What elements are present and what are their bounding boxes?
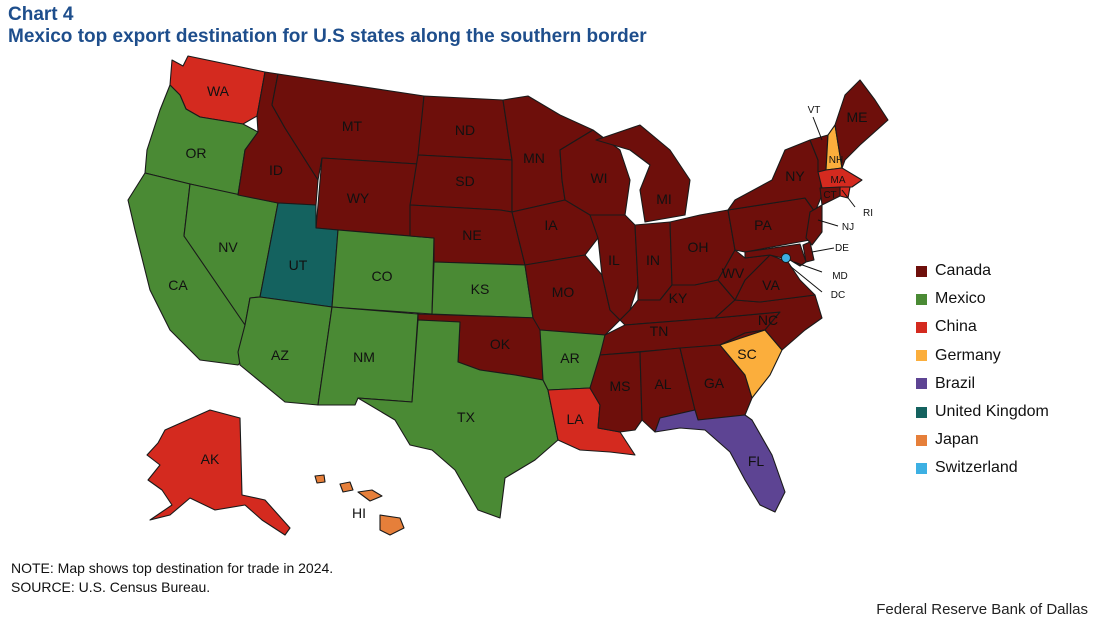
label-dc: DC: [831, 290, 845, 301]
legend-label: United Kingdom: [935, 403, 1049, 421]
label-wy: WY: [347, 190, 370, 206]
legend-item-mexico: Mexico: [916, 285, 1049, 313]
label-ca: CA: [168, 277, 188, 293]
label-in: IN: [646, 252, 660, 268]
state-fl: [654, 409, 786, 513]
label-mi: MI: [656, 191, 672, 207]
legend-swatch: [916, 321, 927, 333]
label-wa: WA: [207, 83, 230, 99]
legend-swatch: [916, 350, 927, 362]
label-vt: VT: [808, 105, 821, 116]
state-tx: [357, 319, 559, 519]
state-nj: [805, 204, 823, 246]
label-nm: NM: [353, 349, 375, 365]
state-ny: [727, 139, 823, 213]
label-md: MD: [832, 271, 848, 282]
legend-item-japan: Japan: [916, 426, 1049, 454]
legend-label: Germany: [935, 346, 1001, 364]
label-nh: NH: [829, 155, 843, 166]
label-ny: NY: [785, 168, 805, 184]
label-mt: MT: [342, 118, 363, 134]
legend-swatch: [916, 406, 927, 418]
label-ms: MS: [610, 378, 631, 394]
state-hi-maui: [357, 489, 383, 502]
legend-swatch: [916, 462, 927, 474]
legend-swatch: [916, 293, 927, 305]
legend-item-canada: Canada: [916, 257, 1049, 285]
label-fl: FL: [748, 453, 765, 469]
state-de: [802, 241, 815, 263]
legend-item-united-kingdom: United Kingdom: [916, 398, 1049, 426]
label-nd: ND: [455, 122, 475, 138]
state-ri: [839, 186, 851, 199]
legend-label: Mexico: [935, 290, 986, 308]
state-ct: [819, 186, 841, 206]
label-wi: WI: [590, 170, 607, 186]
state-hi: [379, 514, 405, 536]
label-or: OR: [186, 145, 207, 161]
legend-item-brazil: Brazil: [916, 370, 1049, 398]
callout-leaders: [789, 116, 856, 293]
label-tx: TX: [457, 409, 476, 425]
label-ok: OK: [490, 336, 511, 352]
label-pa: PA: [754, 217, 772, 233]
state-me: [834, 79, 889, 169]
label-ky: KY: [669, 290, 688, 306]
label-me: ME: [847, 109, 868, 125]
label-nj: NJ: [842, 222, 854, 233]
label-ri: RI: [863, 208, 873, 219]
label-ar: AR: [560, 350, 579, 366]
label-al: AL: [654, 376, 671, 392]
legend-swatch: [916, 378, 927, 390]
state-hi-kauai: [314, 474, 326, 484]
label-hi: HI: [352, 505, 366, 521]
state-mi: [595, 124, 691, 223]
label-tn: TN: [650, 323, 669, 339]
label-nc: NC: [758, 312, 778, 328]
legend-label: Japan: [935, 431, 979, 449]
legend-item-china: China: [916, 313, 1049, 341]
legend-swatch: [916, 265, 927, 277]
label-oh: OH: [688, 239, 709, 255]
label-ne: NE: [462, 227, 481, 243]
label-co: CO: [372, 268, 393, 284]
legend-item-switzerland: Switzerland: [916, 454, 1049, 482]
label-ks: KS: [471, 281, 490, 297]
source-note: SOURCE: U.S. Census Bureau.: [11, 579, 211, 595]
legend: Canada Mexico China Germany Brazil Unite…: [916, 257, 1049, 483]
label-ct: CT: [823, 190, 836, 201]
state-hi-oahu: [339, 481, 354, 493]
label-il: IL: [608, 252, 620, 268]
chart-title: Mexico top export destination for U.S st…: [8, 26, 647, 47]
state-dc: [781, 253, 791, 263]
label-va: VA: [762, 277, 780, 293]
chart-number: Chart 4: [8, 4, 74, 25]
label-nv: NV: [218, 239, 238, 255]
legend-label: Switzerland: [935, 459, 1018, 477]
state-md: [744, 243, 807, 267]
state-ak: [146, 409, 291, 536]
label-sc: SC: [737, 346, 756, 362]
label-mo: MO: [552, 284, 575, 300]
label-ak: AK: [201, 451, 220, 467]
legend-swatch: [916, 434, 927, 446]
label-mn: MN: [523, 150, 545, 166]
label-ma: MA: [831, 175, 846, 186]
footnote: NOTE: Map shows top destination for trad…: [11, 560, 334, 576]
label-ut: UT: [289, 257, 308, 273]
label-ga: GA: [704, 375, 725, 391]
label-id: ID: [269, 162, 283, 178]
label-la: LA: [566, 411, 584, 427]
legend-label: Brazil: [935, 374, 976, 392]
label-ia: IA: [544, 217, 558, 233]
legend-item-germany: Germany: [916, 342, 1049, 370]
credit-line: Federal Reserve Bank of Dallas: [876, 601, 1088, 618]
label-de: DE: [835, 243, 849, 254]
legend-label: Canada: [935, 262, 992, 280]
label-sd: SD: [455, 173, 474, 189]
label-az: AZ: [271, 347, 289, 363]
legend-label: China: [935, 318, 977, 336]
label-wv: WV: [722, 265, 745, 281]
